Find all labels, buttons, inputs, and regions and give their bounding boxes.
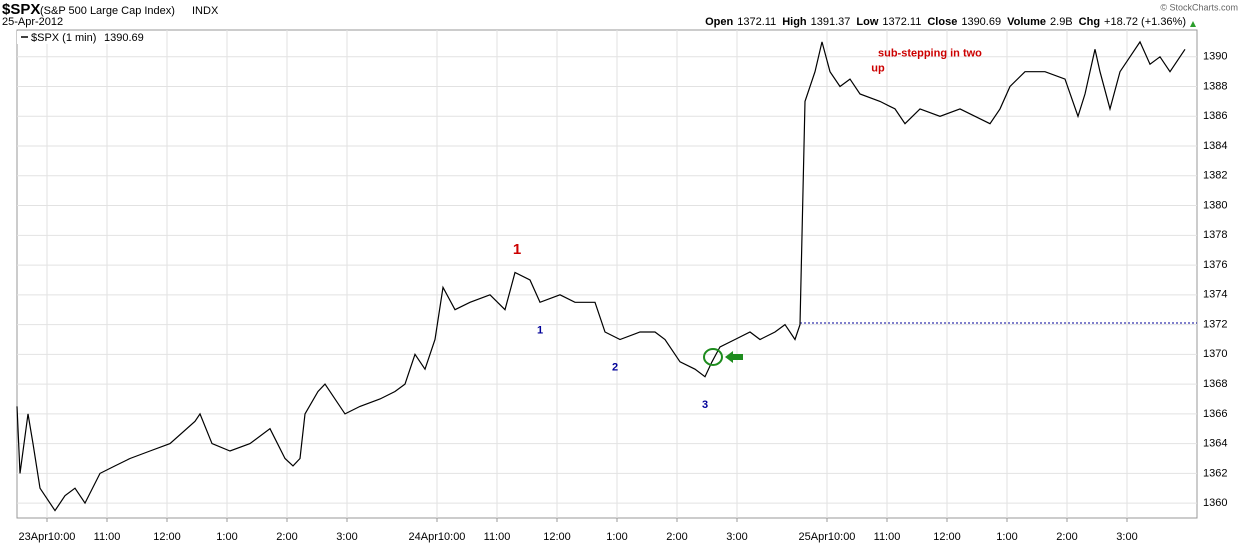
quote-label: High xyxy=(782,16,807,28)
x-tick-label: 12:00 xyxy=(153,531,181,543)
quote-label: Open xyxy=(705,16,733,28)
x-tick-label: 11:00 xyxy=(484,531,511,543)
y-tick-label: 1378 xyxy=(1203,229,1227,241)
x-tick-label: 1:00 xyxy=(606,531,627,543)
y-tick-label: 1390 xyxy=(1203,51,1227,63)
legend-bg xyxy=(17,31,147,44)
legend-value: 1390.69 xyxy=(104,32,144,44)
y-tick-label: 1368 xyxy=(1203,378,1227,390)
y-tick-label: 1362 xyxy=(1203,467,1227,479)
quote-label: Volume xyxy=(1007,16,1046,28)
arrow xyxy=(725,351,743,363)
x-tick-label: 3:00 xyxy=(726,531,747,543)
quote-value: 1390.69 xyxy=(961,16,1001,28)
annotation: sub-stepping in two xyxy=(878,48,982,60)
highlight-circle xyxy=(703,348,723,366)
plot xyxy=(16,30,1197,522)
annotation: 3 xyxy=(702,399,708,411)
quote-label: Chg xyxy=(1079,16,1100,28)
quote-label: Low xyxy=(856,16,878,28)
quote-label: Close xyxy=(927,16,957,28)
plot-frame xyxy=(16,29,1198,519)
up-triangle xyxy=(1190,21,1196,27)
x-tick-label: 25Apr10:00 xyxy=(799,531,856,543)
y-tick-label: 1386 xyxy=(1203,110,1227,122)
x-tick-label: 2:00 xyxy=(666,531,687,543)
y-tick-label: 1366 xyxy=(1203,408,1227,420)
x-tick-label: 12:00 xyxy=(543,531,571,543)
x-tick-label: 23Apr10:00 xyxy=(19,531,76,543)
annotation: 1 xyxy=(537,324,543,336)
y-tick-label: 1388 xyxy=(1203,80,1227,92)
y-tick-label: 1372 xyxy=(1203,318,1227,330)
x-tick-label: 11:00 xyxy=(874,531,901,543)
y-tick-label: 1384 xyxy=(1203,140,1227,152)
y-tick-label: 1364 xyxy=(1203,438,1227,450)
y-tick-label: 1376 xyxy=(1203,259,1227,271)
x-tick-label: 3:00 xyxy=(1116,531,1137,543)
annotation: 2 xyxy=(612,362,618,374)
legend-name: $SPX (1 min) xyxy=(31,32,96,44)
quote-value: +18.72 (+1.36%) xyxy=(1104,16,1186,28)
x-tick-label: 24Apr10:00 xyxy=(409,531,466,543)
index-name: (S&P 500 Large Cap Index) xyxy=(40,5,175,17)
x-tick-label: 2:00 xyxy=(276,531,297,543)
quote-value: 1372.11 xyxy=(737,16,776,28)
x-tick-label: 3:00 xyxy=(336,531,357,543)
quote-value: 1391.37 xyxy=(811,16,851,28)
x-tick-label: 12:00 xyxy=(933,531,961,543)
y-tick-label: 1370 xyxy=(1203,348,1227,360)
quote-value: 1372.11 xyxy=(882,16,921,28)
date: 25-Apr-2012 xyxy=(2,16,63,28)
quote-bar: Open 1372.11 High 1391.37 Low 1372.11 Close 139… xyxy=(705,16,1186,28)
y-tick-label: 1360 xyxy=(1203,497,1227,509)
y-tick-label: 1382 xyxy=(1203,170,1227,182)
quote-value: 2.9B xyxy=(1050,16,1073,28)
symbol: $SPX xyxy=(2,1,40,18)
exchange: INDX xyxy=(192,5,219,17)
x-tick-label: 1:00 xyxy=(216,531,237,543)
y-tick-label: 1374 xyxy=(1203,289,1227,301)
watermark: © StockCharts.com xyxy=(1160,2,1238,12)
price-line xyxy=(16,40,1186,512)
annotation: up xyxy=(871,63,885,75)
y-tick-label: 1380 xyxy=(1203,199,1227,211)
x-tick-label: 11:00 xyxy=(94,531,121,543)
x-tick-label: 1:00 xyxy=(996,531,1017,543)
annotation: 1 xyxy=(513,241,521,258)
x-tick-label: 2:00 xyxy=(1056,531,1077,543)
